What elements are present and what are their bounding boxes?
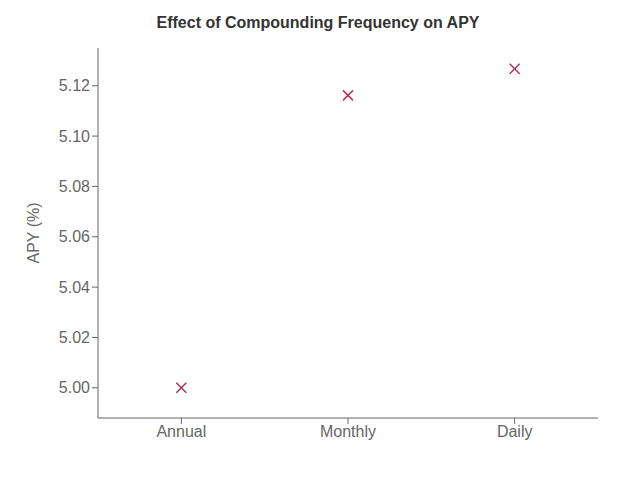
- svg-text:Annual: Annual: [156, 423, 206, 440]
- svg-text:5.04: 5.04: [59, 279, 90, 296]
- svg-text:Daily: Daily: [497, 423, 533, 440]
- svg-text:APY (%): APY (%): [25, 202, 42, 263]
- svg-text:5.10: 5.10: [59, 128, 90, 145]
- svg-text:Monthly: Monthly: [320, 423, 376, 440]
- svg-text:5.12: 5.12: [59, 77, 90, 94]
- html-text:Effect of Compounding Frequenc: Effect of Compounding Frequency on APY: [156, 14, 480, 31]
- svg-text:5.06: 5.06: [59, 228, 90, 245]
- svg-text:5.08: 5.08: [59, 178, 90, 195]
- svg-text:5.02: 5.02: [59, 329, 90, 346]
- svg-text:5.00: 5.00: [59, 379, 90, 396]
